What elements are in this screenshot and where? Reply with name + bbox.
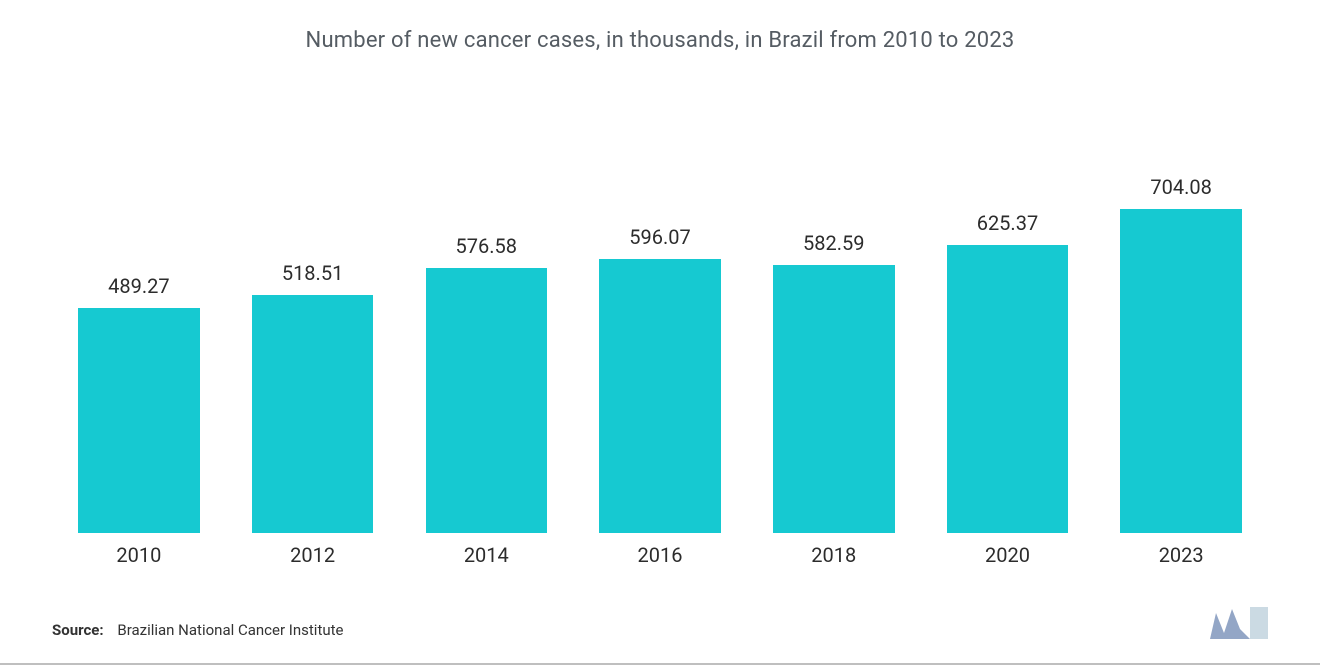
bar-col: 704.08 bbox=[1094, 61, 1268, 533]
bar bbox=[78, 308, 200, 533]
bar-col: 518.51 bbox=[226, 61, 400, 533]
x-axis-label: 2016 bbox=[573, 543, 747, 567]
x-axis-label: 2020 bbox=[921, 543, 1095, 567]
bars-row: 489.27 518.51 576.58 596.07 582.59 625.3… bbox=[48, 61, 1272, 533]
bar bbox=[947, 245, 1069, 533]
bar-value-label: 625.37 bbox=[977, 211, 1038, 235]
bar-value-label: 489.27 bbox=[108, 274, 169, 298]
bar-col: 582.59 bbox=[747, 61, 921, 533]
bar-value-label: 704.08 bbox=[1150, 175, 1211, 199]
bar-value-label: 518.51 bbox=[282, 261, 343, 285]
bar bbox=[252, 295, 374, 534]
bar-value-label: 582.59 bbox=[803, 231, 864, 255]
bar-value-label: 576.58 bbox=[456, 234, 517, 258]
bar bbox=[1120, 209, 1242, 533]
chart-title: Number of new cancer cases, in thousands… bbox=[48, 28, 1272, 53]
bar bbox=[426, 268, 548, 533]
source-text: Brazilian National Cancer Institute bbox=[117, 621, 343, 639]
source-line: Source: Brazilian National Cancer Instit… bbox=[52, 621, 343, 639]
bar-col: 596.07 bbox=[573, 61, 747, 533]
x-axis-label: 2023 bbox=[1094, 543, 1268, 567]
x-axis-label: 2010 bbox=[52, 543, 226, 567]
brand-logo-icon bbox=[1210, 607, 1268, 639]
bar-col: 625.37 bbox=[921, 61, 1095, 533]
bar-col: 576.58 bbox=[399, 61, 573, 533]
bar-value-label: 596.07 bbox=[629, 225, 690, 249]
bar-col: 489.27 bbox=[52, 61, 226, 533]
bar bbox=[599, 259, 721, 533]
bar bbox=[773, 265, 895, 533]
plot-region: 489.27 518.51 576.58 596.07 582.59 625.3… bbox=[48, 61, 1272, 533]
x-axis-label: 2014 bbox=[399, 543, 573, 567]
x-axis: 2010 2012 2014 2016 2018 2020 2023 bbox=[48, 533, 1272, 567]
x-axis-label: 2018 bbox=[747, 543, 921, 567]
x-axis-label: 2012 bbox=[226, 543, 400, 567]
source-label: Source: bbox=[52, 621, 104, 639]
chart-container: Number of new cancer cases, in thousands… bbox=[0, 0, 1320, 665]
chart-footer: Source: Brazilian National Cancer Instit… bbox=[48, 607, 1272, 645]
